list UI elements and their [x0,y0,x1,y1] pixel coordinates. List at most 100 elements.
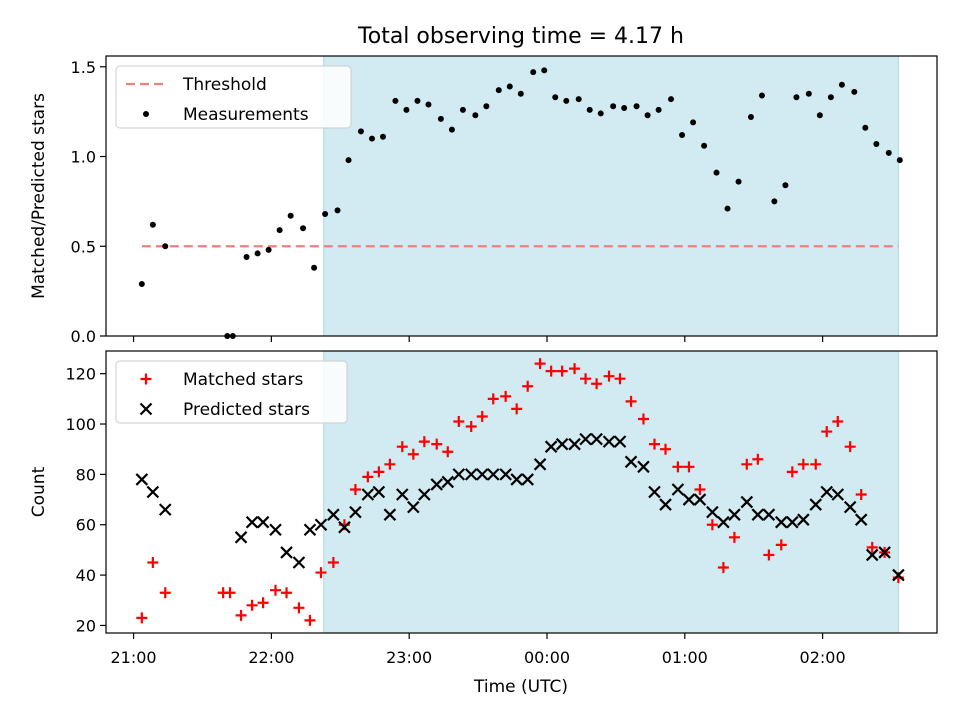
x-tick-label: 01:00 [662,648,708,667]
panel-2-predicted-star-point [292,556,306,569]
panel-2-matched-star-point [270,584,282,596]
panel-2-matched-star-point [855,489,867,501]
panel-1-measurement-point [541,67,548,74]
panel-2-predicted-star-point [338,520,351,534]
panel-1-measurement-point [838,81,845,88]
panel-1-measurement-point [771,198,778,205]
panel-1-measurement-point [690,119,697,126]
panel-2-predicted-star-point [682,493,696,506]
panel-2-matched-star-point [786,466,798,478]
panel-2-matched-star-point [752,453,764,465]
panel-2-matched-star-point [246,599,258,611]
panel-2-predicted-star-point [843,500,857,514]
panel-1-measurement-point [254,250,261,257]
panel-2-matched-star-point [775,539,787,551]
panel-2-y-tick-label: 40 [76,566,96,585]
panel-2-legend-predicted-handle [139,402,153,416]
panel-2-matched-star-point [396,441,408,453]
x-tick-label: 23:00 [386,648,432,667]
panel-2-matched-star-point [453,416,465,427]
panel-2-matched-star-point [683,461,695,473]
panel-1-measurement-point [827,94,834,101]
panel-2-predicted-star-point [327,508,340,521]
panel-1-measurement-point [149,221,156,228]
panel-1-measurement-point [575,96,582,103]
panel-1-measurement-point [265,246,272,253]
x-tick-label: 00:00 [524,648,570,667]
panel-2-predicted-star-point [407,500,420,514]
panel-2-predicted-star-point [706,505,719,519]
panel-2-matched-star-point [717,562,729,574]
panel-2-legend-box [115,360,348,424]
panel-1-y-tick-label: 0.0 [71,327,96,346]
panel-2-predicted-star-point [717,515,730,529]
panel-1-legend-label: Threshold [182,75,267,95]
panel-1-measurement-point [610,103,617,110]
panel-1-measurement-point [495,87,502,94]
panel-1-measurement-point [586,106,593,113]
panel-2-predicted-star-point [234,531,248,544]
panel-2-matched-star-point [591,378,603,390]
panel-2-matched-star-point [147,557,159,568]
panel-1-measurement-point [621,105,628,112]
panel-2-predicted-star-point [637,460,650,474]
panel-1-measurement-point [380,133,386,140]
panel-2-predicted-star-point [383,508,397,521]
panel-2-matched-star-point [832,416,844,427]
panel-2-matched-star-point [257,597,269,609]
panel-2-matched-star-point [545,365,557,377]
panel-2-predicted-star-point [568,437,581,451]
panel-2-matched-star-point [373,466,385,478]
panel-2-predicted-star-point [786,515,799,529]
panel-1-measurement-point [793,94,800,101]
panel-2-predicted-star-point [590,432,603,446]
panel-2-legend-matched-handle [140,373,152,385]
panel-2-matched-star-point [614,373,626,385]
panel-2-matched-star-point [362,471,374,483]
panel-1-measurement-point [414,97,421,104]
panel-1-measurement-point [563,97,570,104]
panel-2-matched-star-point [431,438,443,450]
panel-2-legend-label: Matched stars [183,370,303,390]
panel-2-matched-star-point [556,365,568,377]
panel-1-y-tick-label: 1.5 [71,58,96,77]
panel-2-predicted-star-point [648,485,661,499]
panel-1-measurement-point [758,92,765,99]
panel-2-predicted-star-point [671,483,685,496]
panel-1-measurement-point [644,112,651,119]
panel-2-matched-star-point [625,395,637,407]
panel-2-matched-star-point [487,393,499,405]
panel-2-matched-star-point [384,458,396,470]
panel-2-predicted-star-point [521,473,534,486]
panel-2-predicted-star-point [820,485,834,499]
panel-1-measurement-point [459,106,466,113]
panel-2-predicted-star-point [624,455,638,469]
panel-1-measurement-point [243,254,250,261]
x-tick-label: 02:00 [800,648,846,667]
panel-2-predicted-star-point [831,488,845,501]
panel-2-matched-star-point [797,458,809,470]
panel-2-matched-star-point [235,609,247,621]
panel-2-predicted-star-point [533,458,547,471]
panel-2-predicted-star-point [135,473,149,486]
panel-1-axes-frame [105,55,938,337]
panel-1-measurement-point [701,142,708,149]
panel-1-measurement-point [368,135,375,142]
panel-2-y-tick-label: 60 [76,516,96,535]
panel-2-matched-star-point [603,370,615,382]
panel-2-predicted-star-point [544,440,558,453]
panel-2-predicted-star-point [372,485,386,499]
panel-2-matched-star-point [418,436,430,448]
panel-1-measurement-point [448,126,455,133]
panel-2-predicted-star-point [146,485,160,499]
panel-2-predicted-star-point [441,475,455,489]
panel-2-predicted-star-point [762,508,776,521]
panel-2-predicted-star-point [693,493,707,506]
panel-1-measurement-point [668,96,675,103]
panel-2-predicted-star-point [892,568,905,582]
panel-1-measurement-point [633,103,640,110]
panel-2-predicted-star-point [349,505,362,519]
panel-1-measurement-point [138,280,145,287]
panel-1-measurement-point [483,103,490,110]
x-axis-label: Time (UTC) [473,677,568,697]
